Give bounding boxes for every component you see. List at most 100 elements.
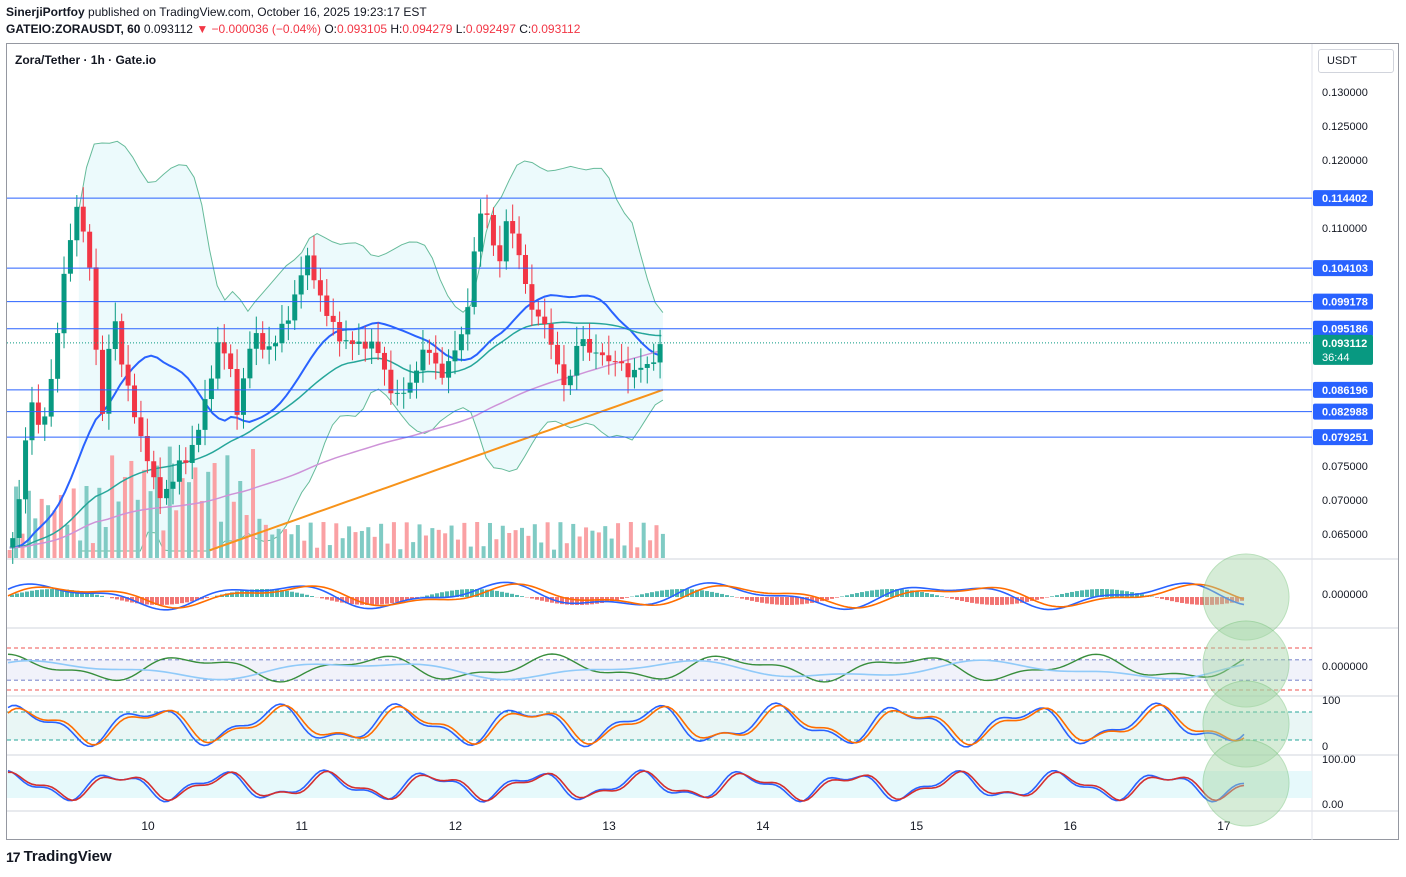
volume-bar (628, 522, 633, 558)
macd-bar (430, 594, 434, 597)
macd-bar (60, 589, 64, 597)
candle-body (305, 255, 311, 276)
macd-bar (110, 597, 114, 599)
y-tick-label: 0.110000 (1322, 223, 1367, 235)
volume-bar (116, 501, 121, 558)
currency-selector[interactable]: USDT (1318, 49, 1394, 73)
level-tag-3 (1313, 320, 1373, 337)
volume-bar (186, 482, 191, 558)
macd-bar (920, 592, 924, 597)
x-tick-label: 11 (295, 819, 308, 833)
candle-body (394, 392, 400, 394)
macd-bar (1165, 597, 1169, 601)
macd-bar (400, 597, 404, 602)
symbol-label: GATEIO:ZORAUSDT, 60 (6, 22, 141, 36)
macd-bar (1175, 597, 1179, 603)
macd-bar (1095, 589, 1099, 597)
volume-bar (65, 524, 70, 558)
pane-tick-label: 0.000000 (1322, 589, 1368, 601)
macd-bar (25, 591, 29, 597)
candle-body (253, 333, 259, 349)
macd-bar (885, 589, 889, 597)
level-label-6: 0.079251 (1322, 432, 1368, 444)
pane-tick-label: 0.00 (1322, 799, 1343, 811)
macd-bar (195, 597, 199, 601)
author-name[interactable]: SinerjiPortfoy (6, 5, 85, 19)
brand-name: TradingView (23, 848, 112, 865)
candle-body (631, 369, 637, 378)
volume-bar (334, 523, 339, 558)
pane-tick-label: 100.00 (1322, 754, 1356, 766)
y-tick-label: 0.130000 (1322, 87, 1368, 99)
level-label-1: 0.104103 (1322, 263, 1368, 275)
macd-bar (440, 592, 444, 597)
volume-bar (327, 545, 332, 558)
macd-bar (70, 590, 74, 597)
tradingview-brand[interactable]: 17 TradingView (6, 848, 112, 865)
volume-bar (552, 549, 557, 558)
macd-bar (680, 589, 684, 597)
macd-bar (350, 597, 354, 605)
candle-body (433, 352, 439, 364)
candle-body (490, 214, 496, 246)
macd-bar (100, 595, 104, 597)
volume-bar (199, 500, 204, 558)
macd-bar (155, 597, 159, 605)
macd-bar (740, 597, 744, 599)
candle-body (555, 344, 561, 365)
candle-body (343, 340, 349, 342)
volume-bar (103, 527, 108, 558)
macd-bar (910, 590, 914, 597)
volume-bar (436, 529, 441, 558)
macd-bar (785, 597, 789, 605)
candle-body (612, 361, 618, 363)
y-tick-label: 0.075000 (1322, 461, 1368, 473)
macd-bar (855, 593, 859, 597)
macd-bar (1160, 597, 1164, 599)
macd-bar (990, 597, 994, 605)
volume-bar (584, 527, 589, 558)
macd-bar (160, 597, 164, 605)
macd-bar (685, 589, 689, 597)
macd-bar (290, 591, 294, 597)
volume-bars (7, 446, 665, 558)
macd-bar (1180, 597, 1184, 603)
macd-bar (95, 594, 99, 597)
macd-bar (755, 597, 759, 602)
level-tag-0 (1313, 190, 1373, 207)
volume-bar (283, 529, 288, 558)
candle-body (625, 363, 631, 378)
macd-bar (325, 597, 329, 600)
level-label-2: 0.099178 (1322, 297, 1368, 309)
macd-bar (385, 597, 389, 604)
macd-bar (720, 593, 724, 597)
candle-body (202, 399, 208, 430)
candle-body (208, 378, 214, 400)
volume-bar (174, 510, 179, 558)
candle-body (112, 321, 118, 350)
macd-bar (75, 590, 79, 597)
volume-bar (379, 523, 384, 558)
volume-bar (84, 486, 89, 558)
volume-bar (161, 530, 166, 558)
macd-bar (1230, 597, 1234, 603)
candle-body (638, 367, 644, 370)
volume-bar (219, 521, 224, 558)
macd-bar (985, 597, 989, 605)
volume-bar (359, 530, 364, 558)
macd-bar (1185, 597, 1189, 604)
macd-bar (915, 591, 919, 597)
volume-bar (78, 540, 83, 558)
candle-body (426, 349, 432, 353)
candle-body (170, 481, 176, 489)
candle-body (362, 341, 368, 349)
candle-body (23, 440, 29, 500)
candle-body (10, 538, 16, 548)
macd-bar (275, 589, 279, 597)
candle-body (324, 295, 330, 316)
candle-body (260, 333, 266, 350)
macd-bar (120, 597, 124, 601)
chart-frame[interactable] (6, 43, 1399, 840)
macd-bar (1135, 593, 1139, 597)
